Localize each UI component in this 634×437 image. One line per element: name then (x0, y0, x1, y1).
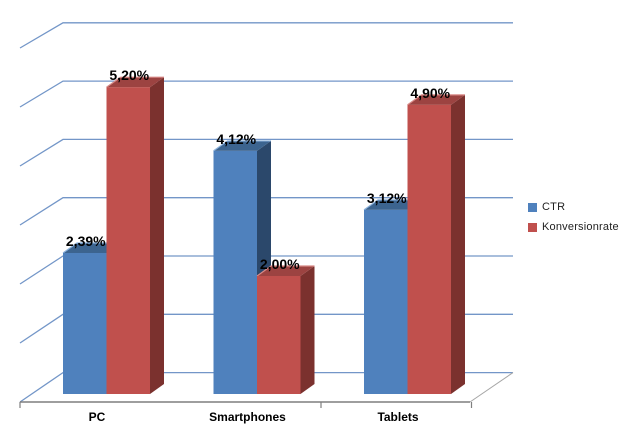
legend-swatch-konversionrate-icon (528, 222, 537, 232)
bar-ctr-tablets (364, 209, 408, 394)
bar-konversionrate-pc-top (106, 77, 164, 88)
bar-konversionrate-pc-side (150, 77, 164, 394)
data-label-bar-konversionrate-pc: 5,20% (109, 67, 149, 83)
category-label-smartphones: Smartphones (209, 410, 286, 424)
bar-ctr-smartphones (213, 150, 257, 394)
bar-ctr-pc-bevel (62, 242, 121, 254)
bar-konversionrate-tablets (407, 104, 451, 395)
data-label-bar-konversionrate-smartphones: 2,00% (260, 256, 300, 272)
legend-item-ctr: CTR (528, 201, 619, 213)
bar-ctr-pc-top (63, 242, 121, 253)
bar-ctr-tablets-top (364, 199, 422, 210)
gridline (19, 22, 513, 49)
gridline (19, 80, 513, 108)
bar-konversionrate-tablets-top (407, 94, 465, 105)
bar-konversionrate-smartphones-side (300, 266, 315, 394)
data-label-bar-ctr-tablets: 3,12% (367, 190, 407, 206)
legend-label-konversionrate: Konversionrate (542, 221, 619, 233)
bar-konversionrate-tablets-side (451, 94, 465, 395)
bar-konversionrate-pc-bevel (106, 76, 164, 88)
bar-konversionrate-smartphones (257, 276, 301, 394)
bar-ctr-smartphones-top (213, 140, 271, 151)
data-label-bar-ctr-smartphones: 4,12% (216, 131, 256, 147)
bar-konversionrate-tablets-bevel (407, 94, 465, 106)
gridline (19, 138, 513, 167)
bar-konversionrate-smartphones-top (257, 266, 315, 276)
category-label-pc: PC (89, 410, 106, 424)
data-label-bar-konversionrate-tablets: 4,90% (410, 85, 450, 101)
bar-ctr-tablets-bevel (363, 199, 422, 211)
gridline (19, 197, 513, 226)
floor-right-edge (469, 372, 514, 403)
legend-item-konversionrate: Konversionrate (528, 221, 619, 233)
legend-swatch-ctr-icon (528, 202, 537, 212)
category-label-tablets: Tablets (377, 410, 418, 424)
data-label-bar-ctr-pc: 2,39% (66, 233, 106, 249)
bar-konversionrate-pc (106, 87, 150, 394)
legend: CTR Konversionrate (528, 201, 619, 233)
legend-label-ctr: CTR (542, 201, 566, 213)
bar-ctr-pc (63, 252, 107, 394)
bar-ctr-smartphones-bevel (213, 140, 271, 152)
bar-konversionrate-smartphones-bevel (256, 265, 315, 277)
